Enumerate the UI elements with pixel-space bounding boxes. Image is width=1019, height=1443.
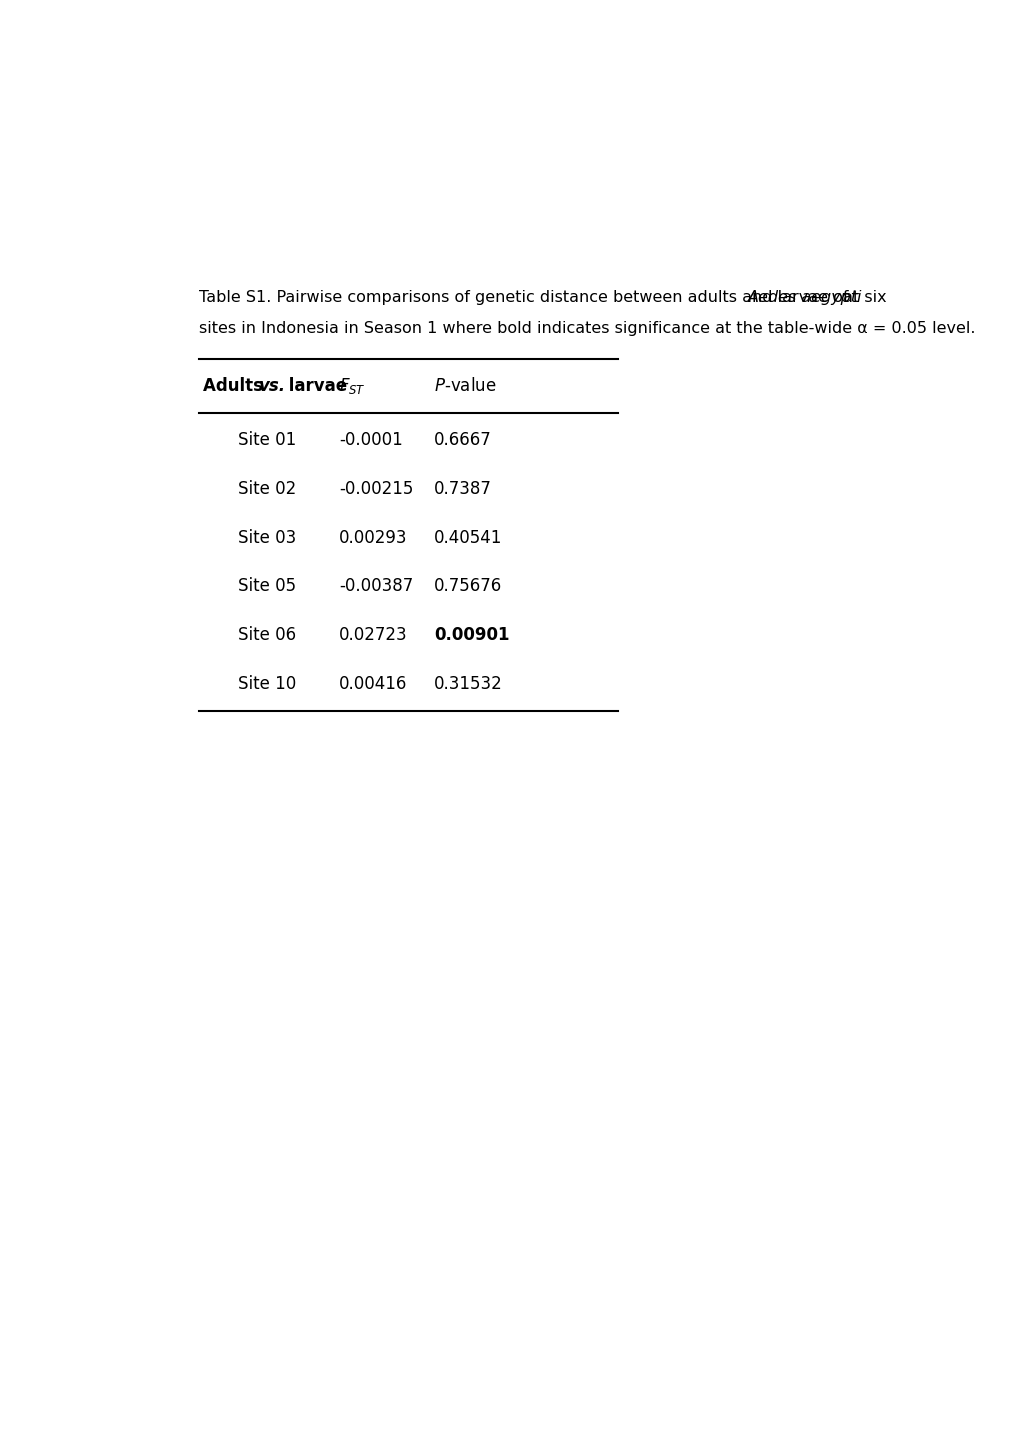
Text: 0.00416: 0.00416	[339, 675, 408, 693]
Text: -0.00215: -0.00215	[339, 479, 414, 498]
Text: -0.0001: -0.0001	[339, 431, 403, 449]
Text: 0.00293: 0.00293	[339, 528, 408, 547]
Text: Site 10: Site 10	[238, 675, 297, 693]
Text: Adults: Adults	[203, 378, 268, 395]
Text: Table S1. Pairwise comparisons of genetic distance between adults and larvae of: Table S1. Pairwise comparisons of geneti…	[199, 290, 853, 304]
Text: Site 01: Site 01	[238, 431, 297, 449]
Text: 0.75676: 0.75676	[434, 577, 502, 596]
Text: $\mathit{F}_{ST}$: $\mathit{F}_{ST}$	[339, 377, 366, 397]
Text: at six: at six	[837, 290, 886, 304]
Text: sites in Indonesia in Season 1 where bold indicates significance at the table-wi: sites in Indonesia in Season 1 where bol…	[199, 320, 974, 336]
Text: 0.6667: 0.6667	[434, 431, 491, 449]
Text: 0.7387: 0.7387	[434, 479, 491, 498]
Text: $\mathit{P}$-value: $\mathit{P}$-value	[434, 378, 496, 395]
Text: 0.00901: 0.00901	[434, 626, 510, 645]
Text: Site 02: Site 02	[238, 479, 297, 498]
Text: Site 06: Site 06	[238, 626, 296, 645]
Text: Site 03: Site 03	[238, 528, 297, 547]
Text: 0.31532: 0.31532	[434, 675, 502, 693]
Text: Site 05: Site 05	[238, 577, 296, 596]
Text: Aedes aegypti: Aedes aegypti	[748, 290, 862, 304]
Text: vs.: vs.	[259, 378, 285, 395]
Text: larvae: larvae	[282, 378, 346, 395]
Text: -0.00387: -0.00387	[339, 577, 413, 596]
Text: 0.02723: 0.02723	[339, 626, 408, 645]
Text: 0.40541: 0.40541	[434, 528, 502, 547]
